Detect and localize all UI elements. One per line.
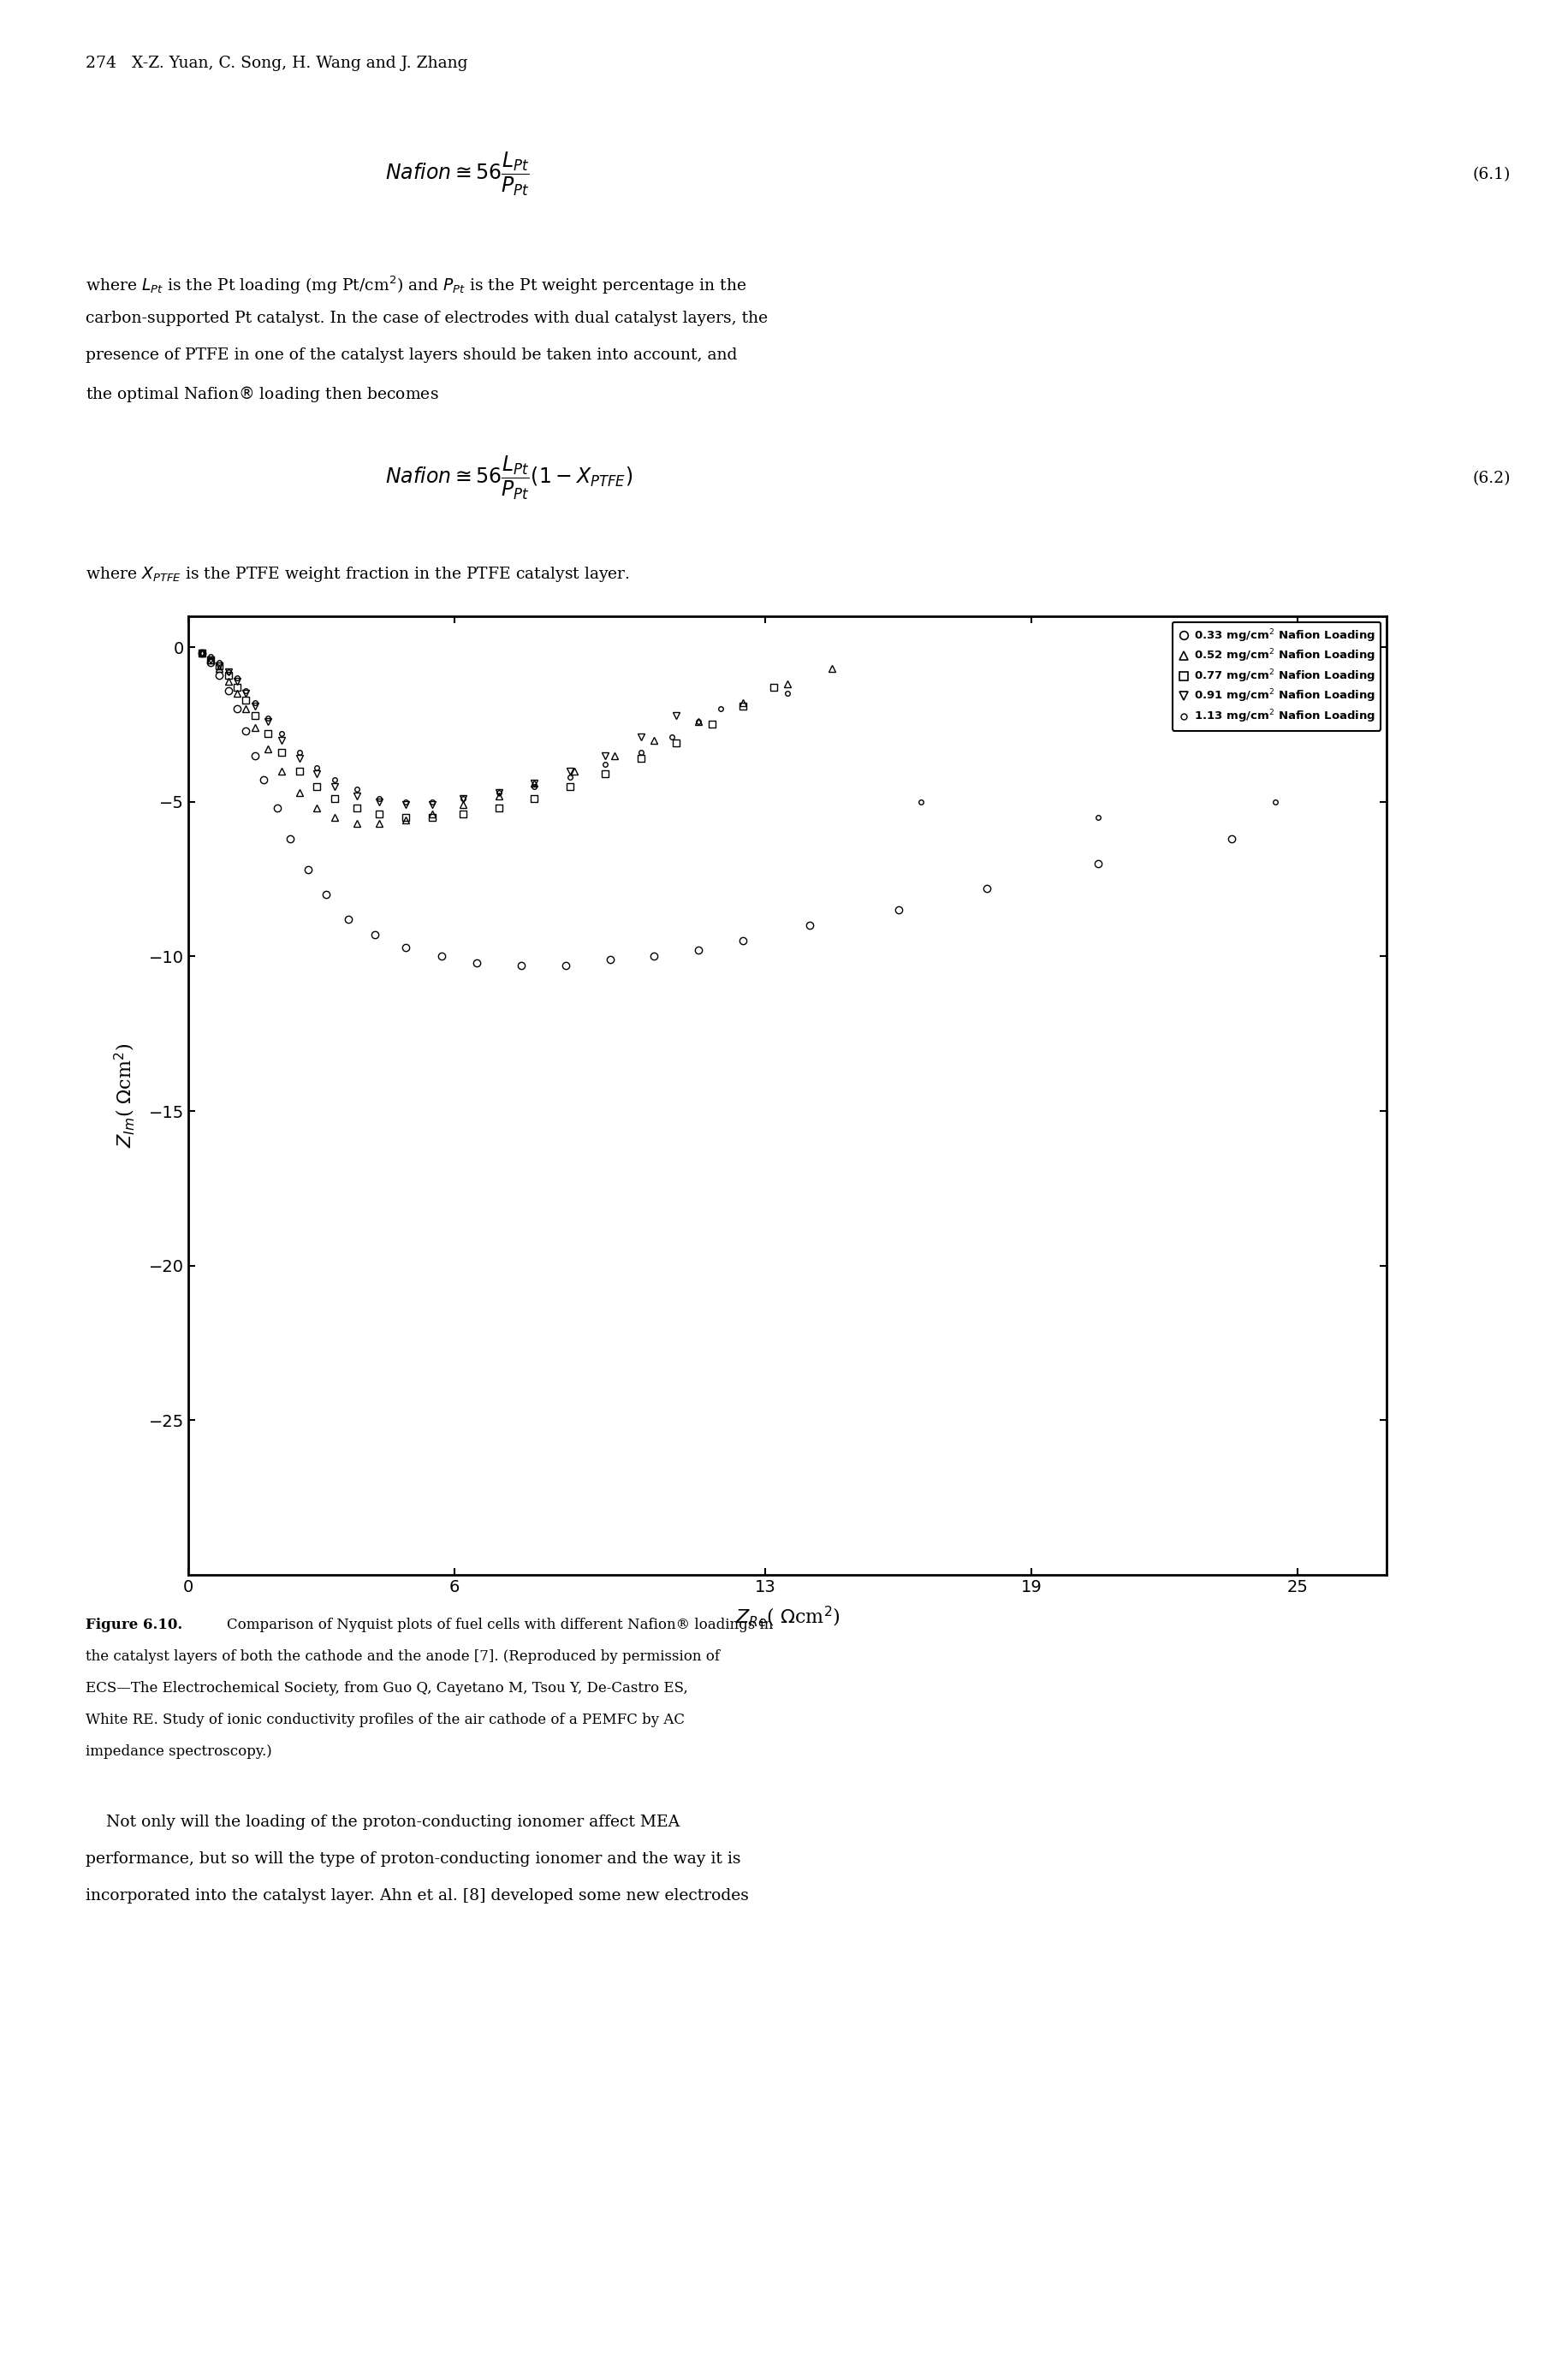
Text: presence of PTFE in one of the catalyst layers should be taken into account, and: presence of PTFE in one of the catalyst …	[86, 347, 737, 364]
Text: (6.2): (6.2)	[1472, 470, 1510, 487]
Text: $\mathit{Nafion} \cong 56\dfrac{L_{Pt}}{P_{Pt}}$: $\mathit{Nafion} \cong 56\dfrac{L_{Pt}}{…	[386, 150, 530, 197]
Text: (6.1): (6.1)	[1472, 166, 1510, 183]
Text: 274   X-Z. Yuan, C. Song, H. Wang and J. Zhang: 274 X-Z. Yuan, C. Song, H. Wang and J. Z…	[86, 55, 467, 71]
Text: Not only will the loading of the proton-conducting ionomer affect MEA: Not only will the loading of the proton-…	[86, 1815, 679, 1830]
Text: Figure 6.10.: Figure 6.10.	[86, 1618, 182, 1632]
Text: the catalyst layers of both the cathode and the anode [7]. (Reproduced by permis: the catalyst layers of both the cathode …	[86, 1649, 720, 1663]
Text: $\mathit{Nafion} \cong 56\dfrac{L_{Pt}}{P_{Pt}}(1-X_{\mathit{PTFE}})$: $\mathit{Nafion} \cong 56\dfrac{L_{Pt}}{…	[386, 454, 632, 501]
Text: White RE. Study of ionic conductivity profiles of the air cathode of a PEMFC by : White RE. Study of ionic conductivity pr…	[86, 1713, 685, 1727]
X-axis label: $Z_{Re}$( $\Omega$cm$^2$): $Z_{Re}$( $\Omega$cm$^2$)	[735, 1604, 840, 1630]
Text: where $X_{\mathit{PTFE}}$ is the PTFE weight fraction in the PTFE catalyst layer: where $X_{\mathit{PTFE}}$ is the PTFE we…	[86, 565, 630, 584]
Y-axis label: $Z_{Im}$( $\Omega$cm$^2$): $Z_{Im}$( $\Omega$cm$^2$)	[113, 1043, 136, 1148]
Text: impedance spectroscopy.): impedance spectroscopy.)	[86, 1744, 271, 1758]
Text: where $L_{Pt}$ is the Pt loading (mg Pt/cm$^2$) and $P_{Pt}$ is the Pt weight pe: where $L_{Pt}$ is the Pt loading (mg Pt/…	[86, 273, 746, 295]
Text: carbon-supported Pt catalyst. In the case of electrodes with dual catalyst layer: carbon-supported Pt catalyst. In the cas…	[86, 311, 768, 326]
Text: Comparison of Nyquist plots of fuel cells with different Nafion® loadings in: Comparison of Nyquist plots of fuel cell…	[227, 1618, 773, 1632]
Text: incorporated into the catalyst layer. Ahn et al. [8] developed some new electrod: incorporated into the catalyst layer. Ah…	[86, 1889, 750, 1903]
Text: the optimal Nafion$\circledR$ loading then becomes: the optimal Nafion$\circledR$ loading th…	[86, 385, 439, 404]
Legend: 0.33 mg/cm$^2$ Nafion Loading, 0.52 mg/cm$^2$ Nafion Loading, 0.77 mg/cm$^2$ Naf: 0.33 mg/cm$^2$ Nafion Loading, 0.52 mg/c…	[1173, 623, 1381, 732]
Text: ECS—The Electrochemical Society, from Guo Q, Cayetano M, Tsou Y, De-Castro ES,: ECS—The Electrochemical Society, from Gu…	[86, 1680, 688, 1696]
Text: performance, but so will the type of proton-conducting ionomer and the way it is: performance, but so will the type of pro…	[86, 1851, 740, 1868]
